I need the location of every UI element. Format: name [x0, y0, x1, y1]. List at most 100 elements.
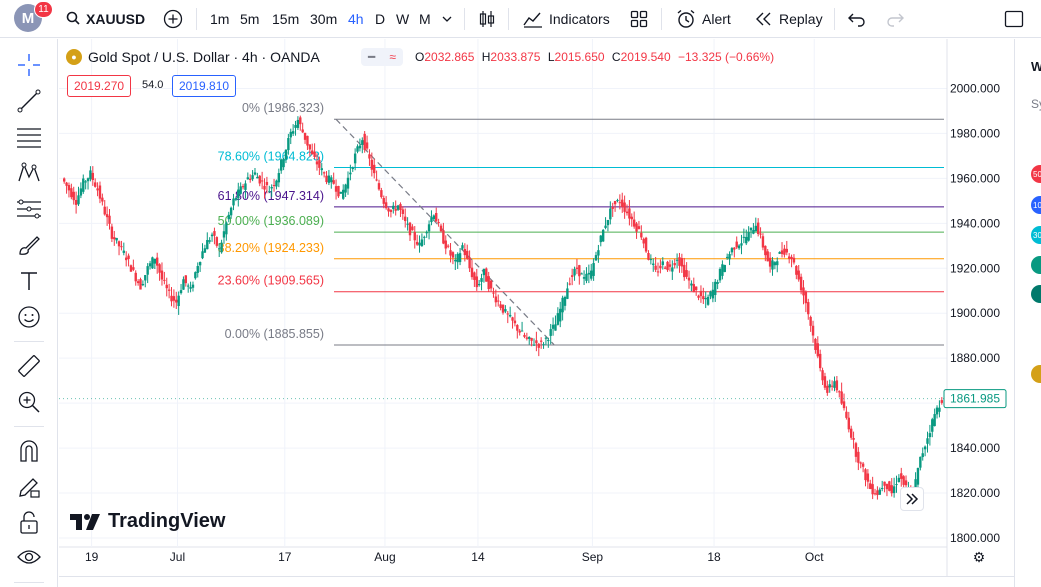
alert-button[interactable]: Alert	[676, 0, 731, 38]
candle-body	[418, 242, 421, 246]
candle-body	[284, 149, 288, 160]
candle-body	[847, 417, 850, 430]
candle-body	[790, 256, 793, 260]
candle-body	[222, 231, 226, 238]
candle-body	[334, 186, 338, 192]
candle-body	[635, 223, 638, 232]
candle-body	[654, 265, 657, 270]
symbol-search-button[interactable]: XAUUSD	[66, 0, 145, 38]
watchlist-panel[interactable]: W Sy 50 10 30	[1014, 39, 1041, 587]
candle-body	[613, 201, 617, 205]
redo-button[interactable]	[886, 0, 904, 38]
interval-dropdown[interactable]	[441, 0, 453, 38]
watchlist-item-icon[interactable]	[1031, 365, 1041, 383]
lock-all-tool[interactable]	[15, 509, 43, 537]
candle-body	[246, 177, 250, 180]
candle-body	[866, 473, 870, 482]
candle-body	[127, 255, 130, 259]
candle-body	[735, 241, 738, 248]
candle-body	[423, 236, 426, 238]
candle-body	[814, 338, 817, 350]
candle-body	[749, 227, 753, 231]
time-axis-label: 14	[471, 550, 485, 564]
undo-button[interactable]	[848, 0, 866, 38]
candle-body	[153, 258, 157, 264]
candle-body	[384, 202, 388, 209]
candle-body	[590, 270, 593, 279]
tradingview-logo[interactable]: TradingView	[70, 510, 225, 533]
candle-body	[668, 264, 672, 267]
hide-drawings-tool[interactable]	[15, 543, 43, 571]
candle-body	[632, 219, 636, 227]
spread-value: 54.0	[142, 79, 164, 91]
interval-1m[interactable]: 1m	[210, 11, 230, 27]
candle-body	[175, 299, 178, 303]
candle-body	[229, 207, 233, 216]
candle-body	[694, 286, 698, 291]
candle-body	[902, 476, 905, 485]
candle-body	[451, 252, 455, 258]
lock-drawing-pencil-tool[interactable]	[15, 473, 43, 501]
chart-pane[interactable]: 2000.000 1980.000 1960.000 1940.000 1920.000…	[59, 39, 1041, 587]
watchlist-item-icon[interactable]: 10	[1031, 196, 1041, 214]
interval-w[interactable]: W	[396, 11, 410, 27]
crosshair-tool[interactable]	[15, 51, 43, 79]
candle-body	[702, 296, 705, 300]
settings-gear-icon[interactable]: ⚙	[973, 549, 986, 565]
prediction-tool[interactable]	[15, 195, 43, 223]
brush-tool[interactable]	[15, 231, 43, 259]
watchlist-item-icon[interactable]	[1031, 285, 1041, 303]
candle-body	[585, 273, 588, 281]
wave-icon[interactable]: ≈	[389, 50, 396, 64]
candle-body	[528, 337, 531, 339]
candle-body	[873, 493, 877, 495]
measure-tool[interactable]	[15, 352, 43, 380]
replay-button[interactable]: Replay	[755, 0, 823, 38]
candle-body	[215, 237, 219, 246]
zoom-tool[interactable]	[15, 388, 43, 416]
interval-d[interactable]: D	[375, 11, 386, 27]
fib-tool[interactable]	[15, 123, 43, 151]
candle-body	[463, 249, 467, 256]
interval-m[interactable]: M	[419, 11, 431, 27]
fullscreen-button[interactable]	[1004, 0, 1024, 38]
candle-body	[756, 222, 760, 234]
emoji-tool[interactable]	[15, 303, 43, 331]
magnet-tool[interactable]	[15, 437, 43, 465]
interval-30m[interactable]: 30m	[310, 11, 338, 27]
sell-button[interactable]: 2019.270	[67, 75, 132, 97]
layouts-button[interactable]	[630, 0, 648, 38]
interval-4h[interactable]: 4h	[348, 11, 364, 27]
watchlist-item-icon[interactable]: 50	[1031, 165, 1041, 183]
candle-body	[928, 433, 932, 438]
compare-symbol-button[interactable]	[163, 0, 183, 38]
trend-line-tool[interactable]	[15, 87, 43, 115]
candle-body	[783, 248, 786, 255]
candle-body	[776, 261, 779, 266]
indicators-button[interactable]: Indicators	[523, 0, 610, 38]
chart-legend[interactable]: ● Gold Spot / U.S. Dollar · 4h · OANDA	[66, 47, 320, 67]
minus-icon[interactable]: ━	[368, 50, 376, 64]
candle-body	[921, 453, 924, 458]
candle-body	[771, 260, 774, 270]
interval-5m[interactable]: 5m	[240, 11, 260, 27]
candle-body	[714, 281, 717, 296]
candle-body	[91, 172, 95, 180]
candle-body	[432, 215, 436, 220]
candle-body	[170, 295, 173, 302]
chart-type-button[interactable]	[478, 0, 496, 38]
watchlist-item-icon[interactable]	[1031, 256, 1041, 274]
pattern-tool[interactable]	[15, 159, 43, 187]
candle-body	[623, 202, 626, 212]
watchlist-item-icon[interactable]: 30	[1031, 226, 1041, 244]
scroll-to-realtime-button[interactable]	[900, 487, 924, 511]
price-chart[interactable]: 2000.000 1980.000 1960.000 1940.000 1920.000…	[59, 39, 1014, 587]
text-tool[interactable]	[15, 267, 43, 295]
toolbar-divider	[464, 8, 465, 30]
interval-15m[interactable]: 15m	[272, 11, 300, 27]
buy-button[interactable]: 2019.810	[172, 75, 237, 97]
candle-body	[187, 285, 190, 287]
candle-body	[575, 267, 579, 269]
legend-toggle-buttons[interactable]: ━ ≈	[361, 48, 403, 66]
candle-body	[461, 245, 464, 249]
